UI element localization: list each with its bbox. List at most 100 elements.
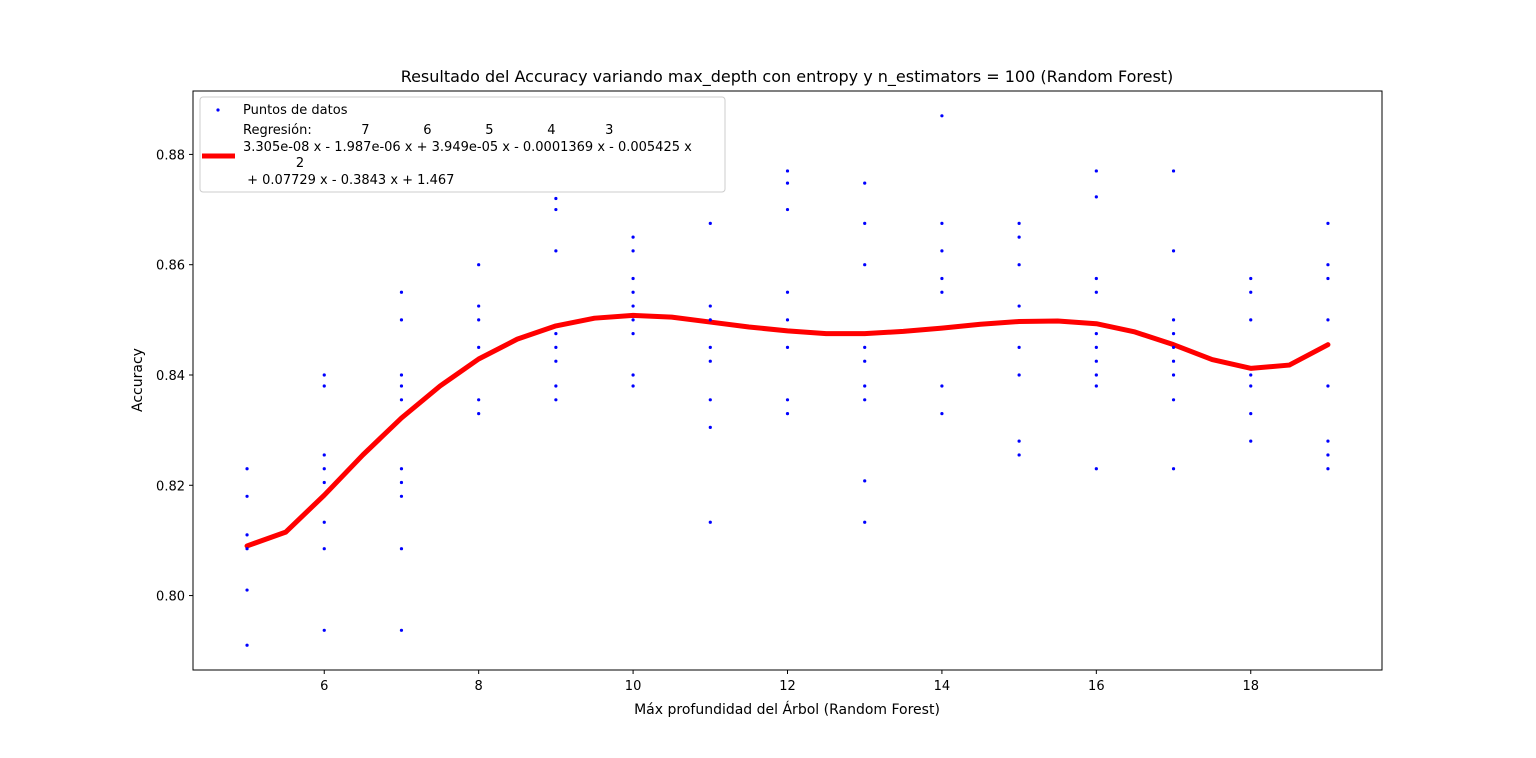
data-point bbox=[399, 628, 404, 632]
data-point bbox=[631, 235, 635, 239]
legend-regression-line-2: 3.305e-08 x - 1.987e-06 x + 3.949e-05 x … bbox=[243, 140, 692, 155]
data-point bbox=[322, 384, 326, 388]
data-point bbox=[1326, 439, 1330, 443]
y-tick-label: 0.82 bbox=[156, 479, 185, 494]
data-point bbox=[631, 332, 635, 336]
y-axis-label: Accuracy bbox=[130, 348, 146, 412]
data-point bbox=[785, 290, 790, 294]
data-point bbox=[399, 398, 404, 402]
data-point bbox=[1094, 373, 1098, 377]
data-point bbox=[708, 304, 712, 308]
data-point bbox=[245, 588, 249, 592]
data-point bbox=[1249, 276, 1253, 281]
data-point bbox=[1171, 359, 1176, 363]
data-point bbox=[1326, 263, 1330, 267]
data-point bbox=[785, 181, 790, 185]
data-point bbox=[785, 318, 790, 322]
y-axis: 0.80 0.82 0.84 0.86 0.88 bbox=[156, 148, 193, 605]
data-point bbox=[631, 384, 635, 388]
data-point bbox=[1017, 345, 1021, 350]
data-point bbox=[477, 345, 481, 350]
y-tick-label: 0.84 bbox=[156, 369, 185, 384]
data-point bbox=[1094, 359, 1098, 363]
x-axis: 6 8 10 12 14 16 18 bbox=[320, 670, 1259, 694]
data-point bbox=[399, 494, 404, 498]
data-point bbox=[322, 467, 326, 471]
data-point bbox=[554, 332, 558, 336]
data-point bbox=[708, 345, 712, 350]
points-layer bbox=[245, 114, 1330, 647]
data-point bbox=[399, 480, 404, 485]
data-point bbox=[1326, 221, 1330, 225]
data-point bbox=[1017, 439, 1021, 443]
data-point bbox=[785, 411, 790, 416]
data-point bbox=[1017, 235, 1021, 239]
y-tick-label: 0.88 bbox=[156, 148, 185, 163]
data-point bbox=[245, 467, 249, 471]
data-point bbox=[399, 467, 404, 471]
data-point bbox=[1017, 453, 1021, 457]
data-point bbox=[1094, 467, 1098, 471]
data-point bbox=[1249, 318, 1253, 322]
data-point bbox=[708, 520, 712, 524]
data-point bbox=[1326, 453, 1330, 457]
data-point bbox=[1171, 332, 1176, 336]
data-point bbox=[322, 373, 326, 377]
data-point bbox=[399, 547, 404, 551]
data-point bbox=[554, 359, 558, 363]
data-point bbox=[1017, 304, 1021, 308]
data-point bbox=[940, 276, 944, 281]
legend-scatter-marker bbox=[216, 108, 220, 112]
data-point bbox=[940, 249, 944, 253]
y-tick-label: 0.80 bbox=[156, 590, 185, 605]
x-axis-label: Máx profundidad del Árbol (Random Forest… bbox=[634, 701, 940, 718]
data-point bbox=[477, 398, 481, 402]
data-point bbox=[554, 207, 558, 212]
data-point bbox=[940, 290, 944, 294]
legend-regression-line-1: Regresión: 7 6 5 4 3 bbox=[243, 123, 613, 138]
data-point bbox=[863, 359, 867, 363]
data-point bbox=[477, 318, 481, 322]
data-point bbox=[785, 345, 790, 350]
data-point bbox=[1326, 276, 1330, 281]
data-point bbox=[708, 318, 712, 322]
data-point bbox=[1094, 345, 1098, 350]
data-point bbox=[245, 533, 249, 537]
regression-line bbox=[244, 312, 1331, 549]
regression-layer bbox=[244, 312, 1331, 549]
data-point bbox=[554, 345, 558, 350]
data-point bbox=[631, 373, 635, 377]
data-point bbox=[322, 453, 326, 457]
data-point bbox=[863, 263, 867, 267]
data-point bbox=[1326, 318, 1330, 322]
x-tick-label: 12 bbox=[779, 679, 796, 694]
x-tick-label: 8 bbox=[475, 679, 483, 694]
data-point bbox=[863, 479, 867, 483]
chart-title: Resultado del Accuracy variando max_dept… bbox=[401, 67, 1174, 87]
data-point bbox=[1094, 169, 1098, 173]
data-point bbox=[863, 181, 867, 185]
data-point bbox=[631, 276, 635, 281]
data-point bbox=[1017, 263, 1021, 267]
data-point bbox=[1094, 384, 1098, 388]
data-point bbox=[399, 290, 404, 294]
data-point bbox=[863, 345, 867, 350]
data-point bbox=[554, 249, 558, 253]
x-tick-label: 18 bbox=[1242, 679, 1259, 694]
data-point bbox=[1094, 332, 1098, 336]
data-point bbox=[785, 398, 790, 402]
data-point bbox=[554, 398, 558, 402]
data-point bbox=[1171, 318, 1176, 322]
legend-regression-line-3: 2 bbox=[296, 156, 304, 171]
data-point bbox=[863, 384, 867, 388]
legend-regression-line-4: + 0.07729 x - 0.3843 x + 1.467 bbox=[243, 173, 454, 188]
data-point bbox=[1094, 195, 1098, 199]
data-point bbox=[785, 169, 790, 173]
data-point bbox=[631, 290, 635, 294]
data-point bbox=[477, 304, 481, 308]
data-point bbox=[399, 318, 404, 322]
data-point bbox=[1171, 467, 1176, 471]
legend-scatter-label: Puntos de datos bbox=[243, 103, 348, 118]
data-point bbox=[399, 384, 404, 388]
